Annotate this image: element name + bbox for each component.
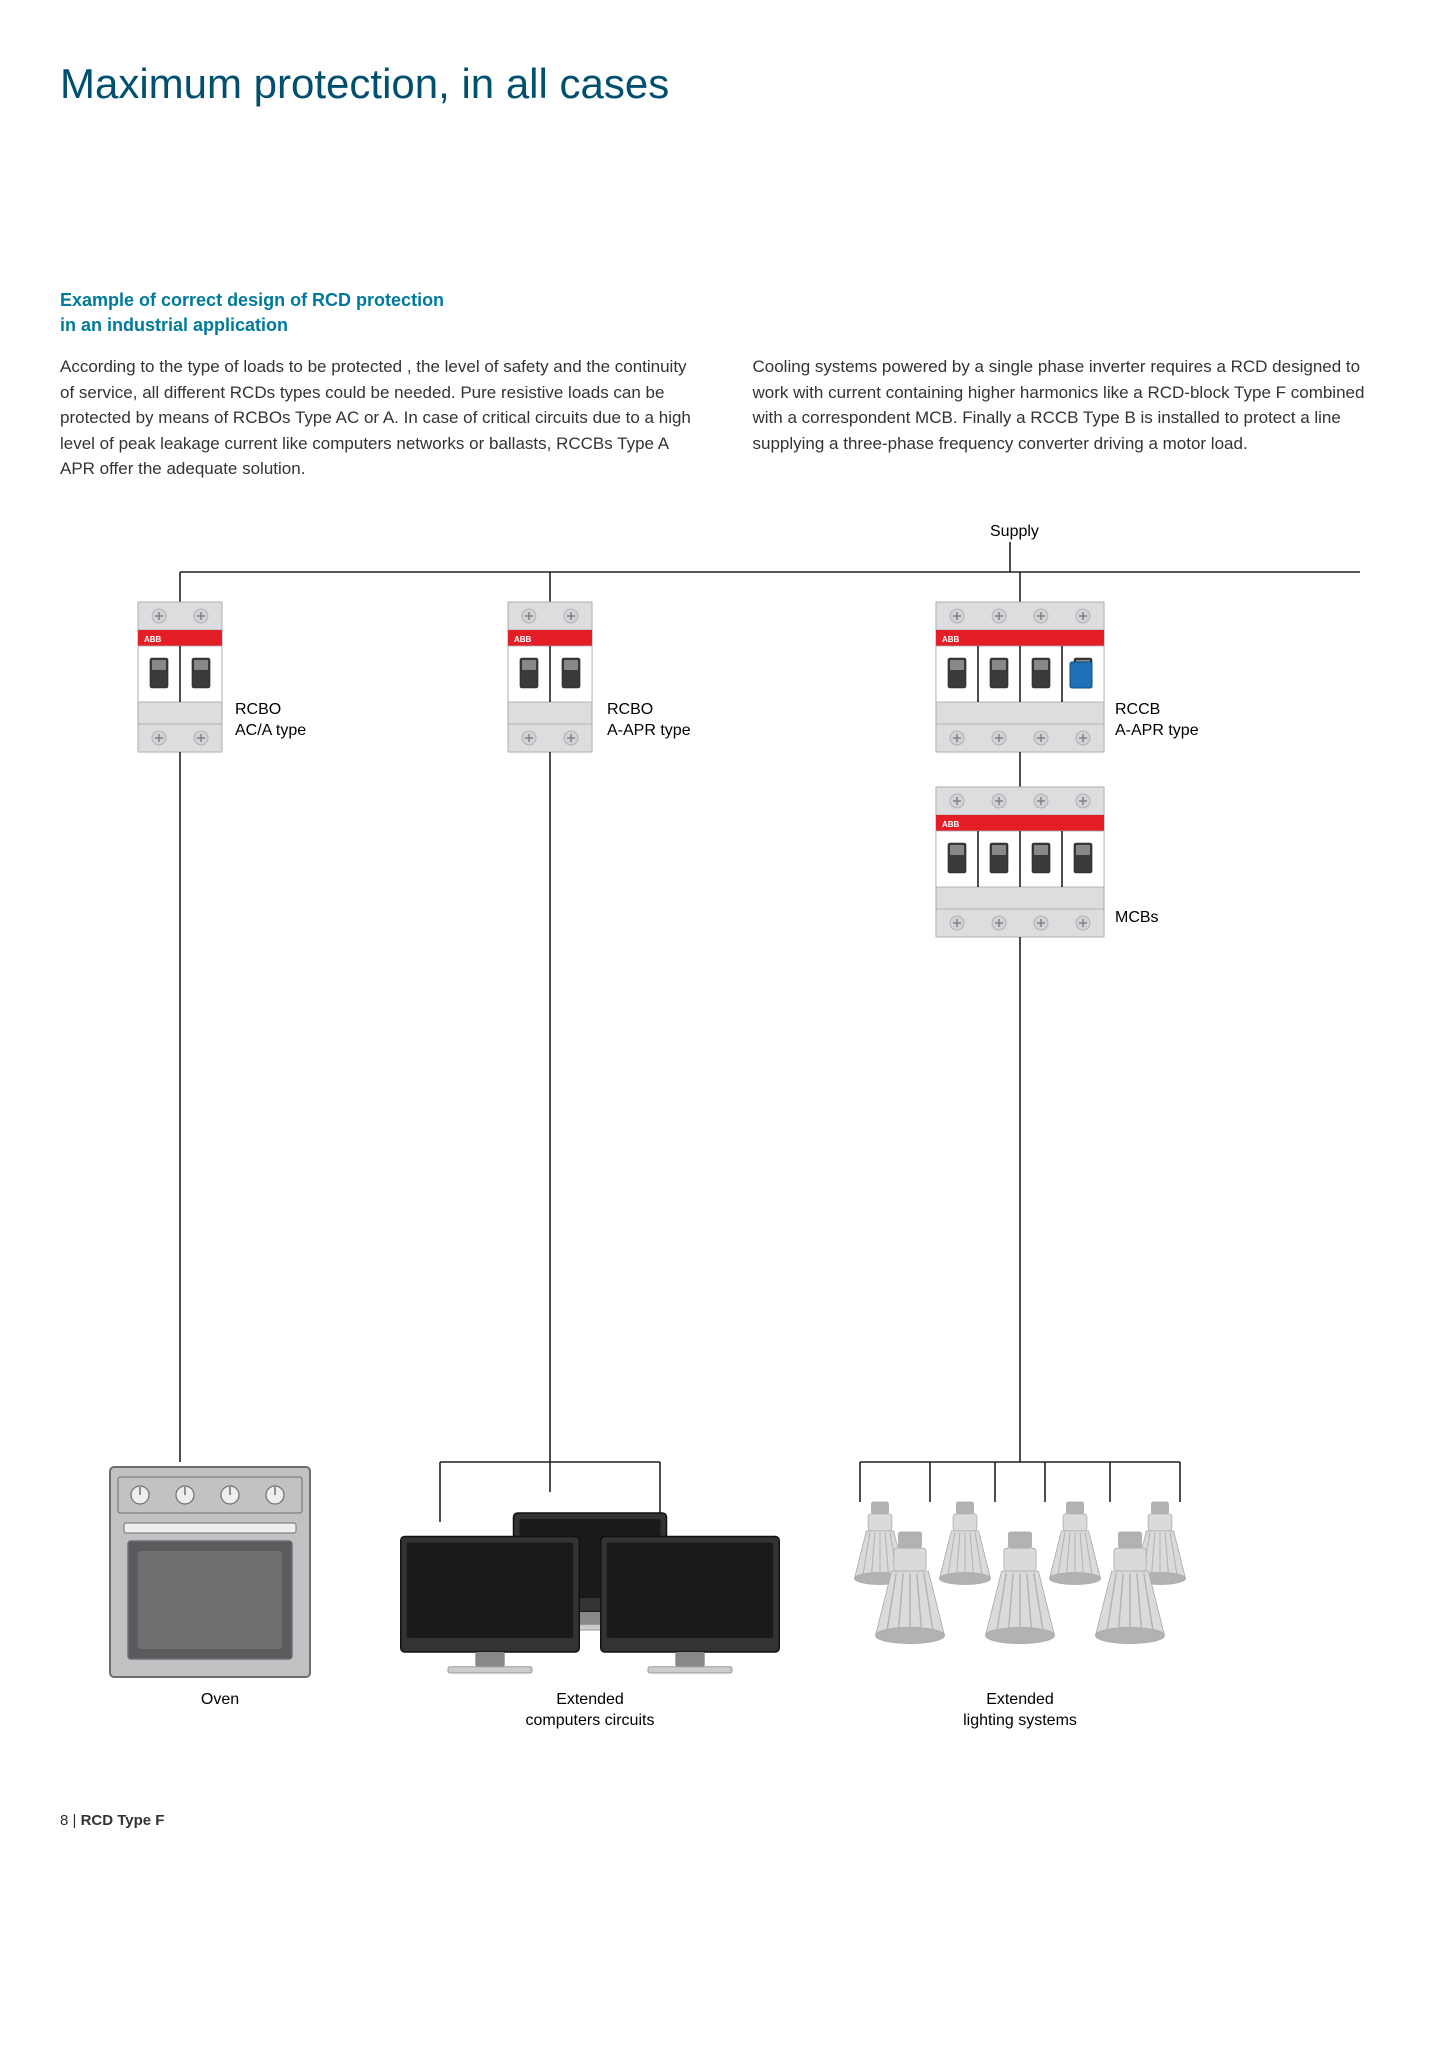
- footer-doc-title: RCD Type F: [81, 1812, 165, 1829]
- page-footer: 8 | RCD Type F: [60, 1812, 1385, 1829]
- label-mcbs: MCBs: [1115, 908, 1159, 929]
- rcd-diagram: ABB ABB ABB ABB Supply RCBO AC/A type RCBO …: [60, 522, 1385, 1752]
- label-oven: Oven: [145, 1690, 295, 1711]
- subheading-line1: Example of correct design of RCD protect…: [60, 290, 444, 310]
- label-ext-lighting: Extended lighting systems: [930, 1690, 1110, 1732]
- page-title: Maximum protection, in all cases: [60, 60, 1385, 108]
- label-rcbo-aca: RCBO AC/A type: [235, 700, 306, 742]
- subheading-line2: in an industrial application: [60, 315, 288, 335]
- svg-text:ABB: ABB: [942, 635, 960, 644]
- label-rcbo-aapr: RCBO A-APR type: [607, 700, 691, 742]
- svg-text:ABB: ABB: [514, 635, 532, 644]
- footer-page-number: 8: [60, 1812, 68, 1829]
- body-columns: According to the type of loads to be pro…: [60, 354, 1385, 482]
- label-supply: Supply: [990, 522, 1039, 543]
- label-rccb-aapr: RCCB A-APR type: [1115, 700, 1199, 742]
- example-subheading: Example of correct design of RCD protect…: [60, 288, 1385, 338]
- label-ext-computers: Extended computers circuits: [480, 1690, 700, 1732]
- body-col-1: According to the type of loads to be pro…: [60, 354, 693, 482]
- body-col-2: Cooling systems powered by a single phas…: [753, 354, 1386, 482]
- svg-text:ABB: ABB: [942, 820, 960, 829]
- svg-text:ABB: ABB: [144, 635, 162, 644]
